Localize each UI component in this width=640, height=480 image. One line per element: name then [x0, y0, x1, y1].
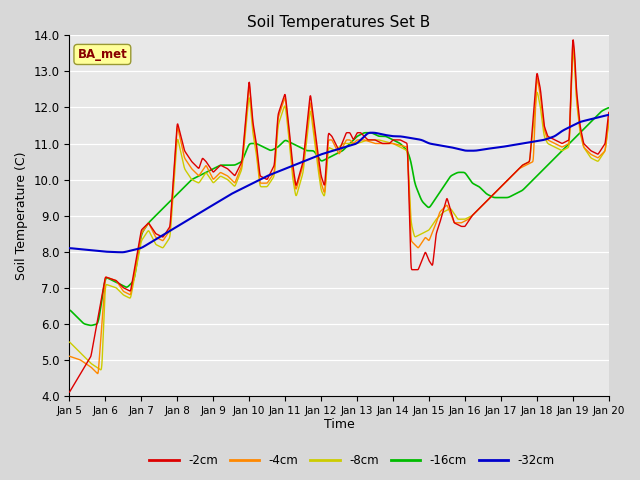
Y-axis label: Soil Temperature (C): Soil Temperature (C)	[15, 151, 28, 280]
X-axis label: Time: Time	[324, 419, 355, 432]
Legend: -2cm, -4cm, -8cm, -16cm, -32cm: -2cm, -4cm, -8cm, -16cm, -32cm	[145, 449, 559, 472]
Title: Soil Temperatures Set B: Soil Temperatures Set B	[248, 15, 431, 30]
Text: BA_met: BA_met	[77, 48, 127, 61]
